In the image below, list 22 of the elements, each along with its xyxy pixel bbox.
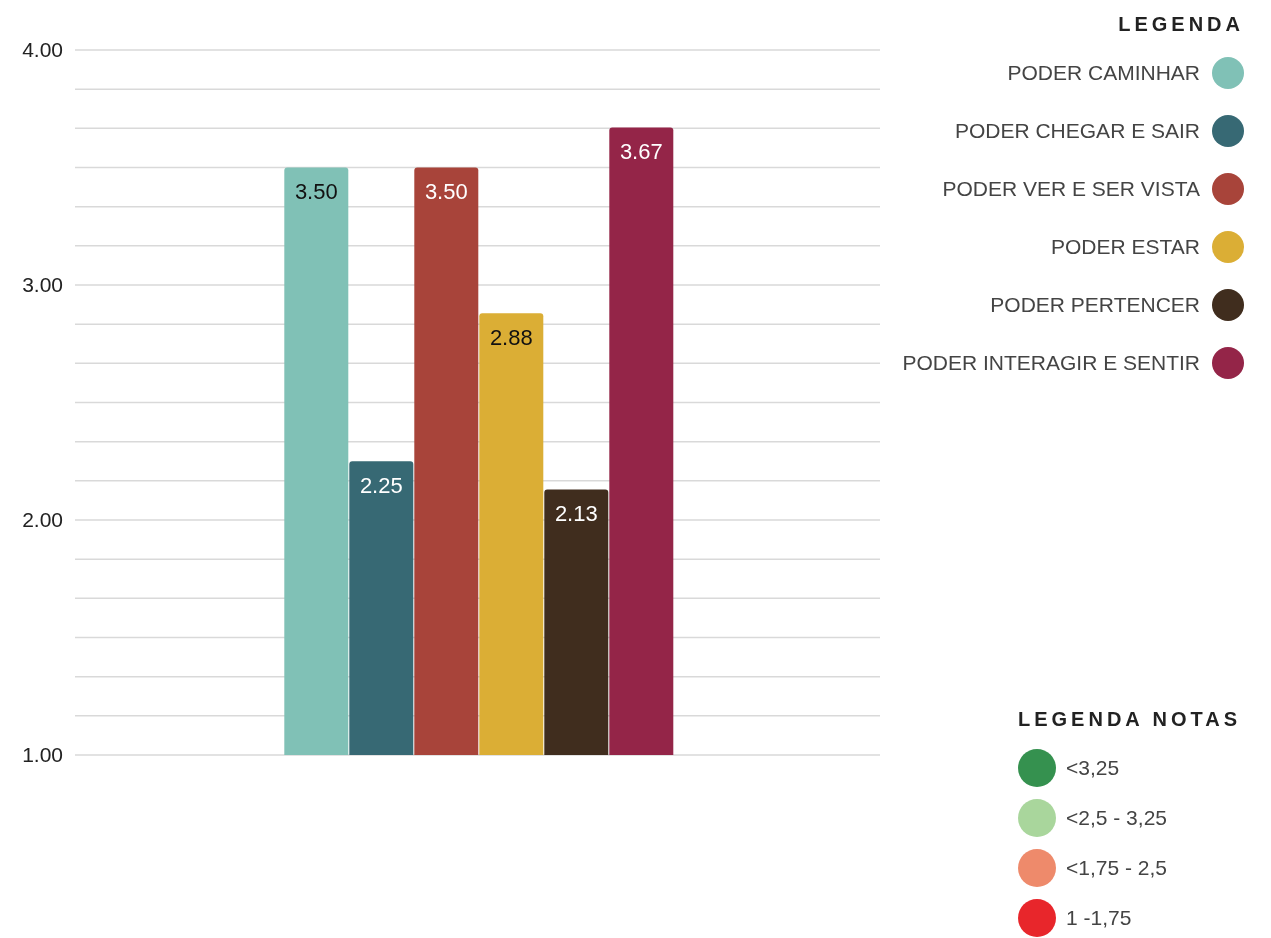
legend-title: LEGENDA <box>1117 13 1244 36</box>
data-label: 3.67 <box>619 139 663 165</box>
legend-label: PODER CAMINHAR <box>1007 61 1200 85</box>
legend-label: PODER INTERAGIR E SENTIR <box>902 351 1200 375</box>
text: LEGENDA NOTAS <box>1018 708 1242 731</box>
text: <2,5 - 3,25 <box>1066 806 1167 830</box>
y-tick-label: 2.00 <box>22 508 63 532</box>
legend-label: PODER ESTAR <box>1051 235 1200 259</box>
data-label: 2.88 <box>489 324 533 350</box>
data-label: 3.50 <box>424 179 468 205</box>
text: <3,25 <box>1066 756 1120 780</box>
legend-label: PODER PERTENCER <box>990 293 1200 317</box>
y-tick-label: 3.00 <box>22 273 63 297</box>
legend-label: PODER CHEGAR E SAIR <box>954 119 1200 143</box>
data-label: 2.13 <box>554 501 598 527</box>
data-label: 2.25 <box>359 472 403 498</box>
legend-label: PODER VER E SER VISTA <box>942 177 1200 201</box>
text: <1,75 - 2,5 <box>1066 856 1167 880</box>
y-tick-label: 1.00 <box>22 743 63 767</box>
text: 1 -1,75 <box>1066 906 1132 930</box>
data-label: 3.50 <box>294 179 338 205</box>
y-tick-label: 4.00 <box>22 38 63 62</box>
